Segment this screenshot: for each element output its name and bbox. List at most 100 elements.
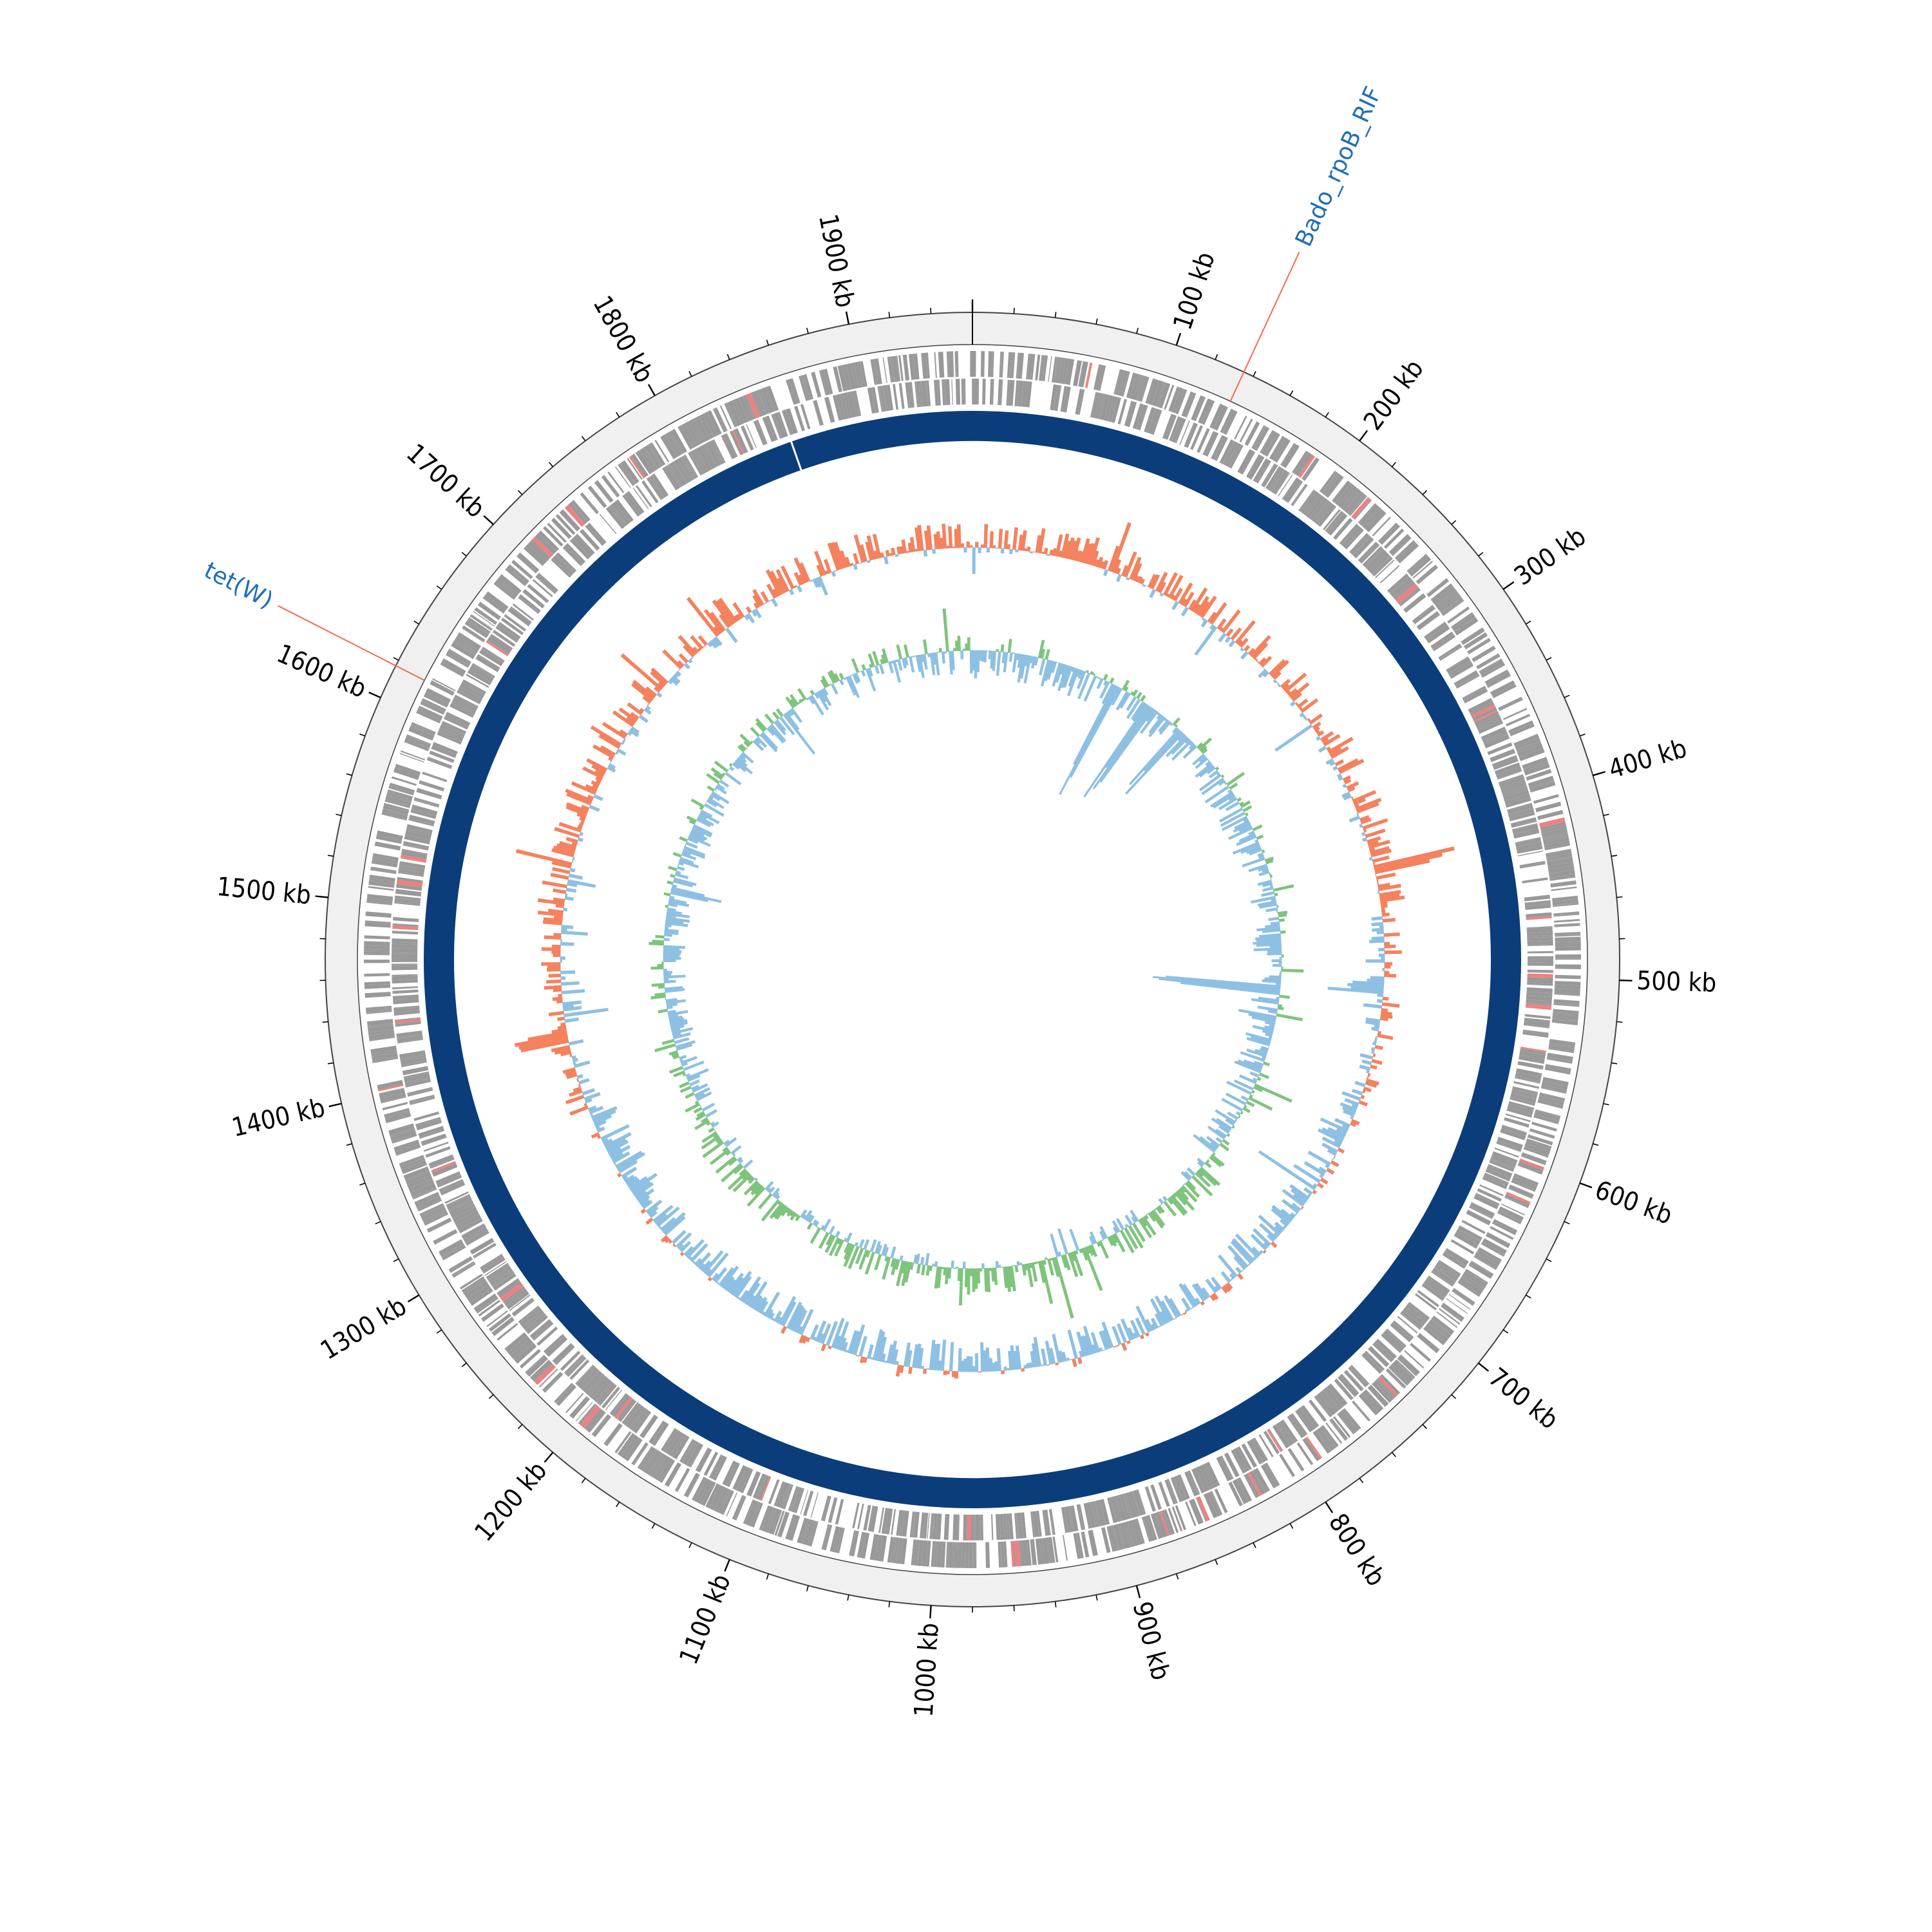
gc-skew-mark — [943, 651, 947, 654]
cds-forward — [791, 378, 800, 403]
cds-reverse — [1334, 1379, 1353, 1401]
gc-content-mark — [853, 564, 858, 571]
cds-forward — [518, 552, 540, 572]
gc-content-mark — [563, 1005, 582, 1012]
gc-content-mark — [541, 962, 561, 966]
gc-skew-mark — [1092, 706, 1153, 790]
gc-skew-mark — [848, 1245, 860, 1269]
cds-reverse — [1014, 1513, 1018, 1539]
cds-reverse — [1516, 1068, 1542, 1077]
gc-content-mark — [1325, 758, 1334, 765]
gc-skew-mark — [696, 1111, 705, 1118]
gc-content-mark — [770, 570, 785, 595]
cds-forward — [1498, 696, 1523, 711]
minor-tick — [393, 1258, 399, 1262]
cds-reverse — [587, 522, 607, 544]
cds-reverse — [690, 451, 704, 475]
cds-reverse — [1512, 824, 1539, 835]
cds-track — [363, 350, 1582, 1569]
cds-forward — [369, 1036, 395, 1041]
cds-forward — [1175, 389, 1188, 415]
gc-skew-mark — [676, 866, 685, 871]
gc-skew-mark — [1012, 1265, 1016, 1267]
cds-reverse — [601, 1387, 620, 1409]
cds-forward — [1358, 1393, 1379, 1416]
cds-forward — [585, 1409, 605, 1432]
cds-forward — [1196, 1496, 1210, 1522]
gc-skew-mark — [810, 1227, 821, 1244]
gc-content-mark — [1299, 712, 1305, 718]
cds-reverse — [1116, 1495, 1126, 1521]
minor-tick — [1564, 1221, 1570, 1225]
gc-content-mark — [1354, 1081, 1366, 1088]
cds-forward — [1294, 452, 1312, 476]
gc-content-mark — [1230, 627, 1242, 641]
gc-content-mark — [917, 524, 924, 551]
gc-skew-mark — [1186, 1167, 1196, 1177]
cds-reverse — [1482, 1176, 1508, 1189]
cds-forward — [1048, 356, 1052, 382]
gc-skew-mark — [1272, 963, 1282, 967]
cds-forward — [1324, 474, 1344, 498]
gc-content-mark — [1126, 577, 1130, 581]
cds-reverse — [596, 1383, 616, 1405]
gc-skew-mark — [974, 650, 978, 679]
cds-forward — [1465, 1269, 1488, 1285]
gc-skew-mark — [1210, 1153, 1225, 1167]
gc-skew-mark — [1218, 797, 1238, 811]
gc-content-mark — [1314, 726, 1320, 732]
gc-content-mark — [553, 953, 561, 957]
cds-reverse — [524, 1312, 547, 1332]
cds-forward — [401, 1160, 428, 1175]
gc-skew-mark — [708, 1127, 715, 1133]
cds-reverse — [790, 1486, 800, 1512]
cds-reverse — [663, 1429, 680, 1454]
gc-content-mark — [1150, 574, 1160, 590]
cds-forward — [504, 1332, 527, 1353]
cds-reverse — [1501, 1125, 1527, 1137]
cds-reverse — [1017, 380, 1023, 407]
gc-content-mark — [576, 1074, 583, 1079]
cds-forward — [1131, 1519, 1142, 1546]
gc-skew-mark — [1198, 1168, 1217, 1186]
cds-reverse — [1202, 431, 1216, 455]
tick-label-800kb: 800 kb — [1323, 1508, 1391, 1591]
cds-forward — [1553, 999, 1580, 1005]
cds-reverse — [416, 788, 442, 800]
cds-reverse — [1496, 1142, 1521, 1152]
gc-skew-mark — [730, 1145, 742, 1155]
cds-reverse — [1490, 748, 1515, 762]
cds-reverse — [649, 476, 665, 498]
cds-reverse — [490, 634, 513, 650]
gc-content-mark — [1340, 1102, 1358, 1112]
gc-content-mark — [1076, 1331, 1086, 1357]
gc-content-mark — [645, 686, 658, 697]
cds-forward — [874, 358, 882, 384]
cds-reverse — [1478, 719, 1503, 734]
gc-content-mark — [1349, 1121, 1357, 1127]
cds-forward — [1027, 1539, 1032, 1566]
gc-skew-mark — [750, 726, 761, 737]
cds-reverse — [691, 450, 706, 474]
cds-reverse — [932, 1513, 935, 1539]
cds-forward — [377, 830, 403, 840]
minor-tick — [1391, 1452, 1396, 1457]
cds-forward — [743, 395, 755, 420]
gc-content-mark — [826, 1321, 838, 1347]
gc-content-mark — [561, 989, 585, 995]
cds-reverse — [1083, 1502, 1092, 1529]
cds-forward — [1552, 900, 1578, 905]
cds-forward — [803, 374, 814, 400]
cds-reverse — [1513, 828, 1540, 839]
gc-skew-mark — [872, 650, 880, 666]
cds-reverse — [441, 721, 467, 735]
cds-reverse — [1520, 1048, 1546, 1056]
gc-content-mark — [1382, 967, 1385, 972]
cds-forward — [371, 1050, 397, 1057]
gc-skew-mark — [1136, 692, 1142, 699]
cds-forward — [761, 1506, 774, 1532]
gc-skew-mark — [929, 652, 936, 676]
cds-reverse — [445, 712, 471, 727]
cds-reverse — [1439, 645, 1462, 660]
gc-content-mark — [583, 1092, 601, 1101]
